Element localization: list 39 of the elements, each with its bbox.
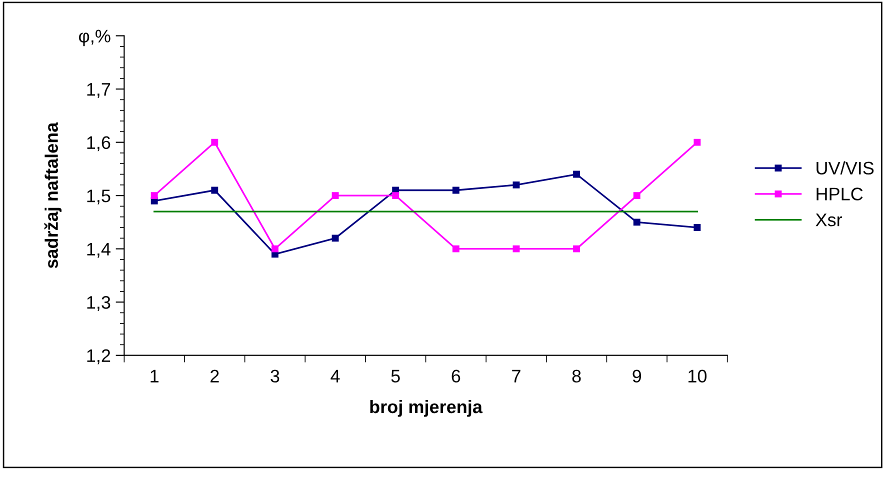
point xyxy=(332,234,339,242)
x-tick-label: 10 xyxy=(688,370,707,383)
x-tick-label: 7 xyxy=(512,370,520,382)
point xyxy=(573,245,580,252)
point xyxy=(452,186,460,194)
point xyxy=(392,192,400,200)
x-tick-label: 9 xyxy=(632,370,642,383)
point xyxy=(633,218,640,226)
legend-label: HPLC xyxy=(816,188,863,200)
legend-label: Xsr xyxy=(816,214,842,226)
point xyxy=(633,192,640,200)
point xyxy=(271,245,278,252)
point xyxy=(452,245,460,252)
y-tick-label: 1,2 xyxy=(87,349,110,364)
x-tick-label: 4 xyxy=(330,370,340,382)
point xyxy=(512,245,520,252)
point xyxy=(573,170,580,178)
y-axis-title: sadržaj naftalena xyxy=(44,122,62,268)
point xyxy=(694,224,701,231)
x-tick-label: 6 xyxy=(452,370,460,383)
y-tick-label: 1,5 xyxy=(87,190,110,204)
y-tick-label: 1,4 xyxy=(87,242,110,258)
x-tick-label: 1 xyxy=(150,370,158,382)
point xyxy=(512,181,520,188)
x-tick-label: 2 xyxy=(210,370,219,382)
y-tick-label: 1,6 xyxy=(87,136,110,152)
y-tick-label: 1,7 xyxy=(87,83,110,98)
y-tick-label: 1,3 xyxy=(87,296,110,311)
legend-label: UV/VIS xyxy=(816,161,874,175)
point xyxy=(211,138,218,146)
x-tick-label: 8 xyxy=(572,370,581,383)
point xyxy=(211,186,218,194)
x-tick-label: 5 xyxy=(391,370,400,383)
point xyxy=(150,192,158,200)
point xyxy=(694,138,701,146)
point xyxy=(332,192,339,200)
y-tick-label: φ,% xyxy=(78,30,110,46)
x-tick-label: 3 xyxy=(270,370,280,383)
x-axis-title: broj mjerenja xyxy=(370,400,483,417)
